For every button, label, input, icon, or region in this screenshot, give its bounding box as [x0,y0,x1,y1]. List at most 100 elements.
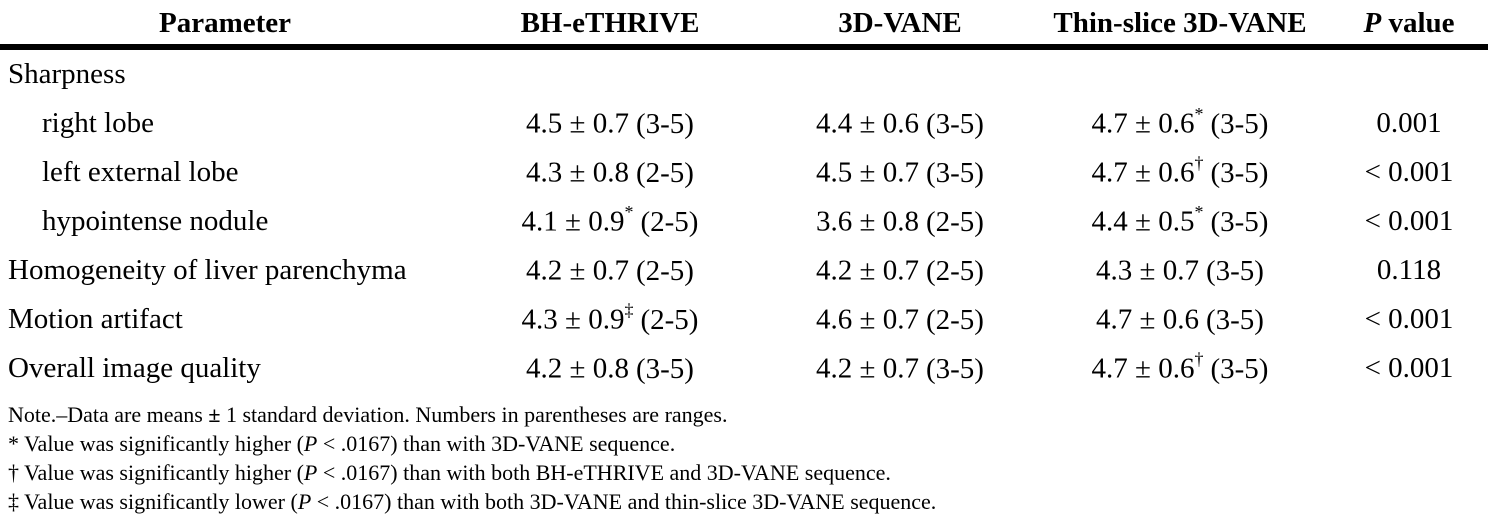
cell-mean: 4.7 ± 0.6 [1096,303,1199,336]
cell-range: (2-5) [635,254,694,287]
table-row-hypointense-nodule: hypointense nodule 4.1 ± 0.9* (2-5) 3.6 ±… [0,197,1488,246]
cell-thin-slice-3d-vane: 4.3 ± 0.7 (3-5) [1030,246,1330,295]
table-row-right-lobe: right lobe 4.5 ± 0.7 (3-5) 4.4 ± 0.6 (3-5)… [0,99,1488,148]
footnote-text-pre: ‡ Value was significantly lower ( [8,489,298,514]
table-header-row: Parameter BH-eTHRIVE 3D-VANE Thin-slice … [0,6,1488,50]
table-row-motion-artifact: Motion artifact 4.3 ± 0.9‡ (2-5) 4.6 ± 0.… [0,295,1488,344]
cell-mean: 4.7 ± 0.6 [1091,107,1195,140]
cell-mean: 4.3 ± 0.8 [526,156,629,189]
comparison-table: Parameter BH-eTHRIVE 3D-VANE Thin-slice … [0,6,1488,393]
cell-range: (3-5) [635,107,694,140]
cell-range: (3-5) [1210,107,1269,140]
cell-mean: 4.2 ± 0.7 [526,254,629,287]
row-label-motion-artifact: Motion artifact [8,303,183,335]
cell-mean: 4.2 ± 0.8 [526,352,629,385]
row-label-homogeneity: Homogeneity of liver parenchyma [8,254,407,286]
note-text-pre: Note.–Data are means [8,402,209,427]
cell-range: (2-5) [640,205,699,238]
cell-mean: 4.5 ± 0.7 [816,156,919,189]
row-label-hypointense-nodule: hypointense nodule [42,205,269,237]
row-label-right-lobe: right lobe [42,107,154,139]
cell-range: (3-5) [925,352,984,385]
cell-p-value: < 0.001 [1364,156,1454,188]
cell-thin-slice-3d-vane [1030,47,1330,99]
cell-3d-vane [770,47,1030,99]
footnote-text-post: < .0167) than with both 3D-VANE and thin… [311,489,937,514]
cell-range: (2-5) [925,254,984,287]
footnote-text-pre: * Value was significantly higher ( [8,431,304,456]
cell-thin-slice-3d-vane: 4.7 ± 0.6 (3-5) [1030,295,1330,344]
table-row-left-external-lobe: left external lobe 4.3 ± 0.8 (2-5) 4.5 ± … [0,148,1488,197]
cell-range: (3-5) [925,107,984,140]
cell-superscript: * [1194,104,1204,125]
cell-3d-vane: 4.2 ± 0.7 (3-5) [770,344,1030,393]
cell-mean: 4.4 ± 0.5 [1091,205,1195,238]
cell-3d-vane: 4.6 ± 0.7 (2-5) [770,295,1030,344]
cell-range: (3-5) [925,156,984,189]
cell-range: (2-5) [925,205,984,238]
column-header-thin-slice-3d-vane: Thin-slice 3D-VANE [1030,6,1330,50]
cell-mean: 4.7 ± 0.6 [1091,352,1195,385]
cell-p-value: < 0.001 [1364,303,1454,335]
cell-p-value [1330,47,1488,99]
cell-range: (3-5) [1205,254,1264,287]
table-row-overall-image-quality: Overall image quality 4.2 ± 0.8 (3-5) 4.2… [0,344,1488,393]
cell-range: (3-5) [1210,352,1269,385]
row-label-sharpness: Sharpness [8,58,126,90]
row-label-left-external-lobe: left external lobe [42,156,239,188]
cell-superscript: † [1194,349,1204,370]
footnote-text-pre: † Value was significantly higher ( [8,460,304,485]
cell-bh-ethrive: 4.3 ± 0.9‡ (2-5) [450,295,770,344]
column-header-bh-ethrive: BH-eTHRIVE [450,6,770,50]
cell-p-value: < 0.001 [1364,352,1454,384]
cell-3d-vane: 4.5 ± 0.7 (3-5) [770,148,1030,197]
cell-superscript: * [1194,202,1204,223]
cell-bh-ethrive: 4.2 ± 0.7 (2-5) [450,246,770,295]
footnote-double-dagger: ‡ Value was significantly lower (P < .01… [8,487,1488,516]
cell-range: (3-5) [1210,205,1269,238]
cell-range: (2-5) [925,303,984,336]
cell-thin-slice-3d-vane: 4.4 ± 0.5* (3-5) [1030,197,1330,246]
cell-3d-vane: 3.6 ± 0.8 (2-5) [770,197,1030,246]
cell-bh-ethrive: 4.5 ± 0.7 (3-5) [450,99,770,148]
cell-mean: 4.5 ± 0.7 [526,107,629,140]
cell-range: (2-5) [640,303,699,336]
table-note: Note.–Data are means ± 1 standard deviat… [8,400,1488,429]
cell-mean: 4.1 ± 0.9 [521,205,625,238]
table-row-sharpness: Sharpness [0,47,1488,99]
cell-thin-slice-3d-vane: 4.7 ± 0.6† (3-5) [1030,344,1330,393]
footnote-italic-p: P [297,489,312,514]
plus-minus-sign: ± [208,402,221,427]
row-label-overall-image-quality: Overall image quality [8,352,261,384]
column-header-3d-vane: 3D-VANE [770,6,1030,50]
cell-range: (3-5) [1210,156,1269,189]
table-notes: Note.–Data are means ± 1 standard deviat… [0,400,1488,516]
cell-mean: 4.2 ± 0.7 [816,352,919,385]
cell-thin-slice-3d-vane: 4.7 ± 0.6* (3-5) [1030,99,1330,148]
cell-range: (2-5) [635,156,694,189]
p-value-italic-p: P [1363,6,1382,39]
note-text-post: 1 standard deviation. Numbers in parenth… [220,402,728,427]
cell-p-value: 0.118 [1376,254,1442,286]
cell-bh-ethrive: 4.1 ± 0.9* (2-5) [450,197,770,246]
cell-p-value: < 0.001 [1364,205,1454,237]
footnote-italic-p: P [303,431,318,456]
cell-superscript: * [624,202,634,223]
cell-mean: 3.6 ± 0.8 [816,205,919,238]
cell-superscript: ‡ [624,300,634,321]
cell-mean: 4.7 ± 0.6 [1091,156,1195,189]
footnote-dagger: † Value was significantly higher (P < .0… [8,458,1488,487]
cell-mean: 4.4 ± 0.6 [816,107,919,140]
cell-bh-ethrive [450,47,770,99]
cell-bh-ethrive: 4.3 ± 0.8 (2-5) [450,148,770,197]
footnote-text-post: < .0167) than with both BH-eTHRIVE and 3… [317,460,891,485]
cell-mean: 4.6 ± 0.7 [816,303,919,336]
footnote-italic-p: P [303,460,318,485]
cell-range: (3-5) [1205,303,1264,336]
column-header-parameter: Parameter [0,6,450,50]
footnote-star: * Value was significantly higher (P < .0… [8,429,1488,458]
footnote-text-post: < .0167) than with 3D-VANE sequence. [317,431,676,456]
cell-bh-ethrive: 4.2 ± 0.8 (3-5) [450,344,770,393]
cell-mean: 4.2 ± 0.7 [816,254,919,287]
